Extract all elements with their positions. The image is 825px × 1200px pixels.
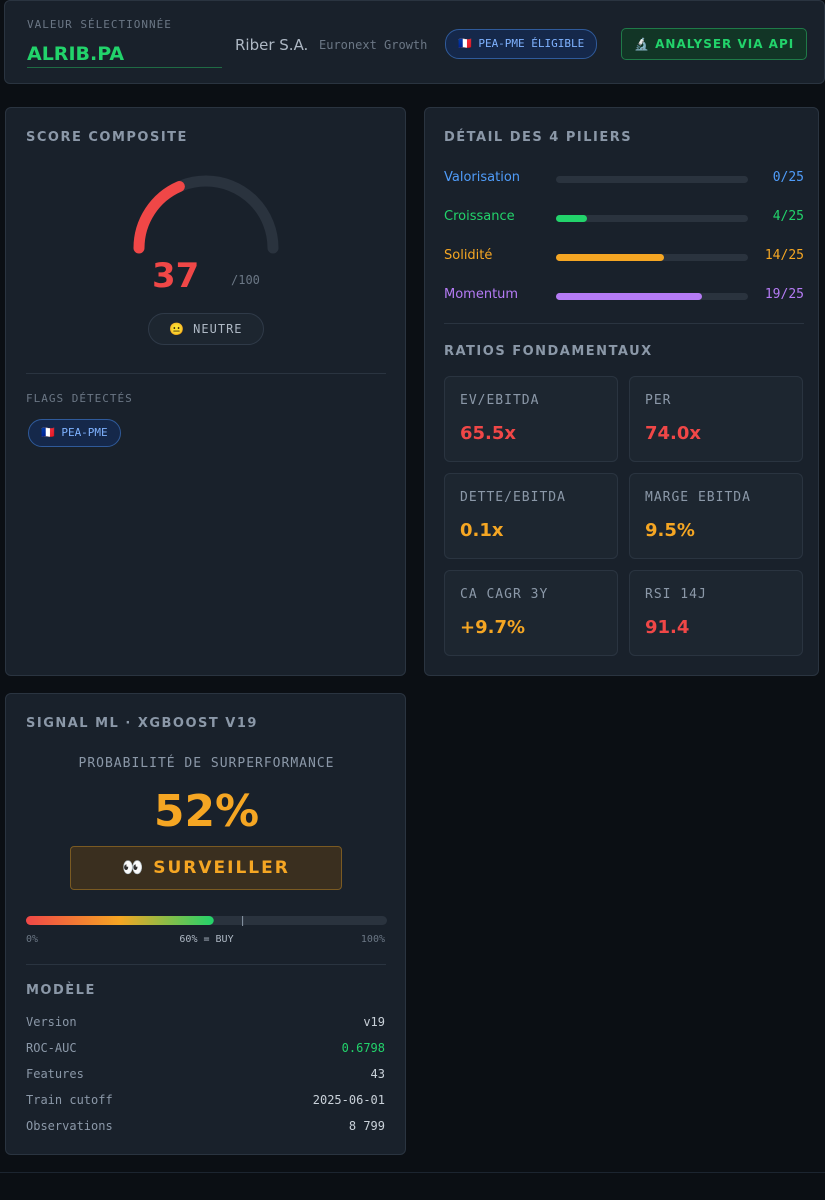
pillar-track bbox=[556, 254, 748, 261]
ratio-label: RSI 14J bbox=[645, 587, 707, 602]
model-key: Observations bbox=[26, 1119, 113, 1133]
ratio-box: RSI 14J 91.4 bbox=[629, 570, 803, 656]
pea-badge: 🇫🇷 PEA-PME ÉLIGIBLE bbox=[445, 29, 598, 59]
header-bar: VALEUR SÉLECTIONNÉE ALRIB.PA Riber S.A. … bbox=[4, 0, 825, 84]
model-key: ROC-AUC bbox=[26, 1041, 77, 1055]
pillar-name: Valorisation bbox=[444, 170, 521, 185]
pillar-name: Croissance bbox=[444, 209, 515, 224]
ratio-label: EV/EBITDA bbox=[460, 393, 540, 408]
ratio-label: CA CAGR 3Y bbox=[460, 587, 549, 602]
model-key: Features bbox=[26, 1067, 84, 1081]
ratio-value: +9.7% bbox=[460, 617, 526, 638]
scale-min: 0% bbox=[26, 934, 39, 945]
pillar-track bbox=[556, 176, 748, 183]
pillar-score: 14/25 bbox=[764, 248, 804, 263]
ratio-value: 9.5% bbox=[645, 520, 695, 541]
pillar-score: 19/25 bbox=[764, 287, 804, 302]
market: Euronext Growth bbox=[319, 38, 428, 52]
threshold-label: 60% = BUY bbox=[179, 934, 234, 945]
probability: 52% bbox=[153, 786, 260, 837]
ratios-title: RATIOS FONDAMENTAUX bbox=[444, 344, 653, 359]
probability-bar bbox=[26, 916, 387, 926]
model-title: MODÈLE bbox=[26, 983, 96, 998]
probability-fill bbox=[26, 916, 214, 925]
model-value: 8 799 bbox=[348, 1119, 385, 1133]
card-title: DÉTAIL DES 4 PILIERS bbox=[444, 130, 633, 145]
card-title: SIGNAL ML · XGBOOST V19 bbox=[26, 716, 258, 731]
model-value: 0.6798 bbox=[341, 1041, 385, 1055]
ratio-label: DETTE/EBITDA bbox=[460, 490, 566, 505]
ratio-label: MARGE EBITDA bbox=[645, 490, 751, 505]
footer-line bbox=[0, 1172, 825, 1173]
pillar-score: 4/25 bbox=[772, 209, 804, 224]
pillar-track bbox=[556, 293, 748, 300]
divider bbox=[26, 373, 386, 374]
pillar-name: Momentum bbox=[444, 287, 519, 302]
pillars-card: DÉTAIL DES 4 PILIERS Valorisation 0/25 Cro… bbox=[424, 107, 819, 676]
flags-title: FLAGS DÉTECTÉS bbox=[26, 392, 133, 405]
company: Riber S.A. bbox=[235, 36, 309, 54]
model-value: 2025-06-01 bbox=[312, 1093, 385, 1107]
ratio-box: PER 74.0x bbox=[629, 376, 803, 462]
ratio-value: 65.5x bbox=[460, 423, 517, 444]
pillar-bar bbox=[556, 254, 664, 261]
model-key: Version bbox=[26, 1015, 77, 1029]
pillar-name: Solidité bbox=[444, 248, 493, 263]
ratio-value: 91.4 bbox=[645, 617, 690, 638]
model-key: Train cutoff bbox=[26, 1093, 113, 1107]
gauge-arc bbox=[133, 181, 185, 254]
pillar-bar bbox=[556, 293, 702, 300]
ml-subtitle: PROBABILITÉ DE SURPERFORMANCE bbox=[78, 756, 335, 771]
ratio-box: DETTE/EBITDA 0.1x bbox=[444, 473, 618, 559]
score-max: /100 bbox=[231, 273, 260, 287]
model-value: 43 bbox=[370, 1067, 385, 1081]
ratio-value: 74.0x bbox=[645, 423, 702, 444]
signal-badge: 👀 SURVEILLER bbox=[70, 846, 342, 890]
pillar-score: 0/25 bbox=[772, 170, 804, 185]
flag-badge: 🇫🇷 PEA-PME bbox=[28, 419, 121, 447]
ratio-label: PER bbox=[645, 393, 672, 408]
pillar-bar bbox=[556, 215, 587, 222]
score-card: SCORE COMPOSITE 37 /100 😐 NEUTRE FLAGS D… bbox=[5, 107, 406, 676]
divider bbox=[26, 964, 386, 965]
analyze-button[interactable]: 🔬 ANALYSER VIA API bbox=[621, 28, 808, 60]
ratio-box: MARGE EBITDA 9.5% bbox=[629, 473, 803, 559]
pillar-track bbox=[556, 215, 748, 222]
status-badge: 😐 NEUTRE bbox=[148, 313, 264, 345]
gauge bbox=[133, 175, 279, 254]
ticker-input[interactable]: ALRIB.PA bbox=[27, 43, 222, 68]
scale-max: 100% bbox=[360, 934, 385, 945]
score-value: 37 bbox=[152, 256, 200, 296]
model-value: v19 bbox=[363, 1015, 385, 1029]
divider bbox=[444, 323, 804, 324]
card-title: SCORE COMPOSITE bbox=[26, 130, 188, 145]
ratio-box: CA CAGR 3Y +9.7% bbox=[444, 570, 618, 656]
ratio-value: 0.1x bbox=[460, 520, 504, 541]
ratio-box: EV/EBITDA 65.5x bbox=[444, 376, 618, 462]
gauge-track bbox=[133, 175, 279, 254]
header-label: VALEUR SÉLECTIONNÉE bbox=[27, 18, 172, 31]
ml-card: SIGNAL ML · XGBOOST V19 PROBABILITÉ DE S… bbox=[5, 693, 406, 1155]
